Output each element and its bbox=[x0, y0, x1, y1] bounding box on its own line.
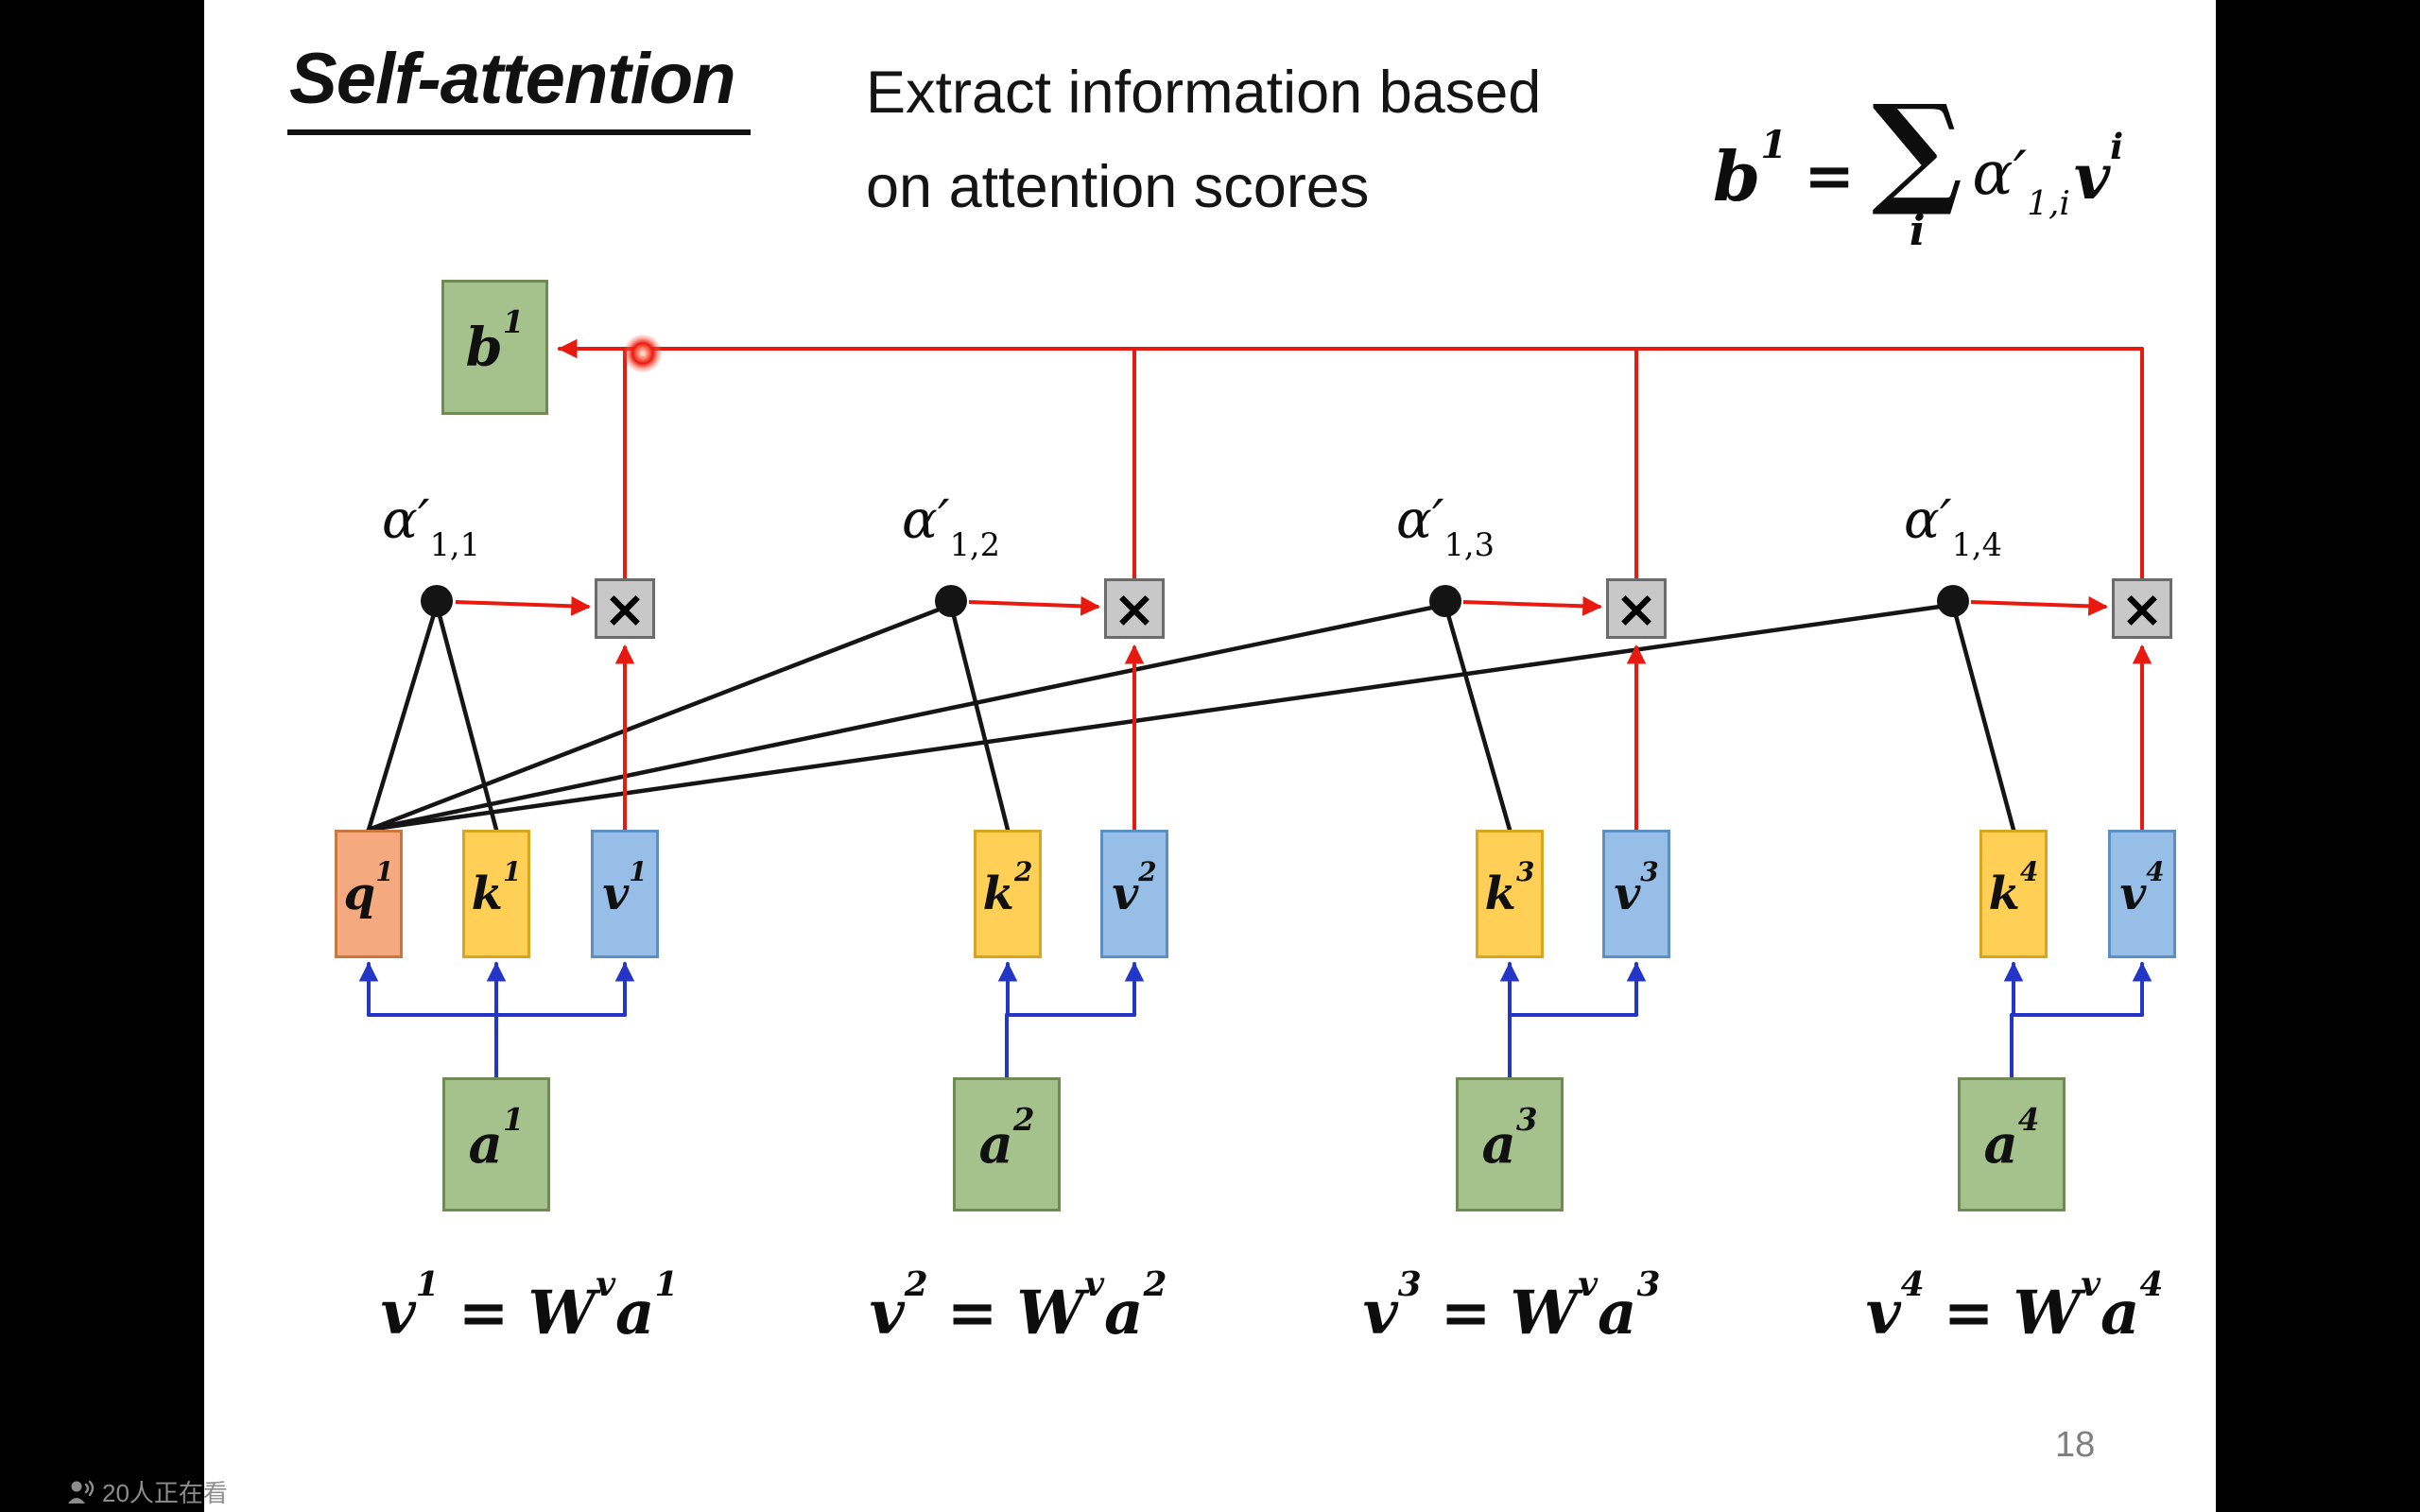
page-number: 18 bbox=[2055, 1425, 2096, 1465]
multiply-node-3: × bbox=[1606, 578, 1667, 639]
input-arrows bbox=[358, 961, 2152, 1079]
page-title: Self-attention bbox=[287, 38, 751, 135]
box-a1: a1 bbox=[442, 1077, 550, 1211]
score-to-multiply-arrows bbox=[455, 595, 2109, 616]
box-b1: b1 bbox=[441, 280, 548, 415]
attention-dot-2 bbox=[935, 585, 967, 617]
box-k3: k3 bbox=[1476, 830, 1544, 958]
attention-dot-4 bbox=[1937, 585, 1969, 617]
box-v3: v3 bbox=[1602, 830, 1670, 958]
laser-pointer-dot bbox=[624, 335, 662, 372]
box-a3: a3 bbox=[1456, 1077, 1564, 1211]
equation-v4: v4 = Wva4 bbox=[1865, 1263, 2164, 1349]
box-a4: a4 bbox=[1958, 1077, 2066, 1211]
subtitle: Extract information based on attention s… bbox=[866, 45, 1541, 234]
formula-equals: = bbox=[1804, 141, 1856, 213]
subtitle-line-2: on attention scores bbox=[866, 154, 1370, 220]
viewers-count: 20人正在看 bbox=[102, 1479, 228, 1507]
box-q1: q1 bbox=[335, 830, 403, 958]
formula-alpha-term: α′1,i bbox=[1972, 138, 2070, 224]
alpha-label-1-3: α′1,3 bbox=[1396, 490, 1495, 563]
multiply-node-4: × bbox=[2112, 578, 2172, 639]
subtitle-line-1: Extract information based bbox=[866, 60, 1542, 126]
alpha-label-1-4: α′1,4 bbox=[1904, 490, 2002, 563]
sigma-symbol: ∑ bbox=[1872, 78, 1963, 220]
box-k1: k1 bbox=[462, 830, 530, 958]
equation-v2: v2 = Wva2 bbox=[869, 1263, 1167, 1349]
box-v1: v1 bbox=[591, 830, 659, 958]
viewers-icon bbox=[68, 1480, 95, 1503]
box-v4: v4 bbox=[2108, 830, 2176, 958]
multiply-node-1: × bbox=[595, 578, 655, 639]
formula-sigma-group: ∑ i bbox=[1872, 78, 1963, 255]
viewers-overlay: 20人正在看 bbox=[66, 1474, 228, 1509]
formula-lhs: b1 bbox=[1713, 122, 1788, 217]
attention-sum-formula: b1 = ∑ i α′1,i vi bbox=[1713, 78, 2124, 255]
box-k2: k2 bbox=[974, 830, 1042, 958]
slide: Self-attention Extract information based… bbox=[204, 0, 2216, 1512]
equation-v3: v3 = Wva3 bbox=[1362, 1263, 1661, 1349]
sigma-index: i bbox=[1909, 206, 1926, 255]
formula-value-term: vi bbox=[2073, 126, 2124, 214]
multiply-node-2: × bbox=[1104, 578, 1165, 639]
attention-dot-3 bbox=[1429, 585, 1461, 617]
equation-v1: v1 = Wva1 bbox=[380, 1263, 679, 1349]
alpha-label-1-1: α′1,1 bbox=[382, 490, 480, 563]
box-v2: v2 bbox=[1100, 830, 1168, 958]
value-arrows bbox=[614, 644, 2152, 830]
box-a2: a2 bbox=[953, 1077, 1061, 1211]
alpha-label-1-2: α′1,2 bbox=[902, 490, 1000, 563]
box-k4: k4 bbox=[1979, 830, 2048, 958]
attention-dot-1 bbox=[421, 585, 453, 617]
